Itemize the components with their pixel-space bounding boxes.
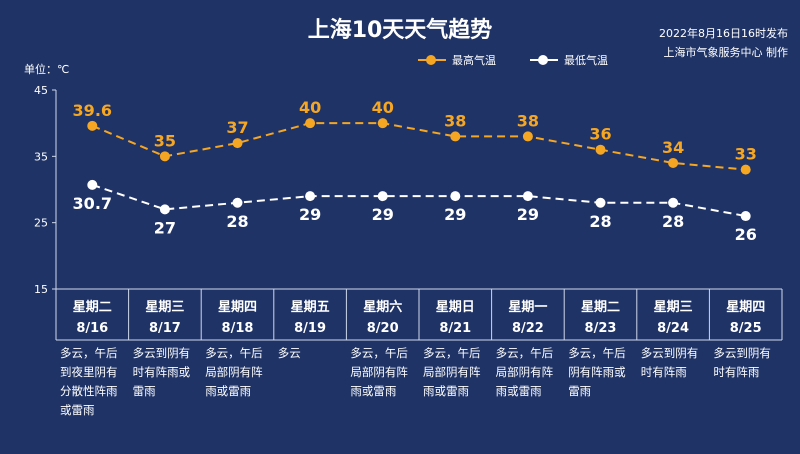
data-point-high — [232, 138, 243, 149]
data-label-high: 38 — [517, 111, 539, 130]
x-tick-date: 8/22 — [512, 321, 544, 336]
data-label-low: 27 — [154, 218, 176, 237]
chart-title: 上海10天天气趋势 — [307, 18, 493, 43]
weather-description: 多云，午后阴有阵雨或雷雨 — [568, 346, 626, 398]
data-label-low: 29 — [299, 205, 321, 224]
x-tick-date: 8/21 — [439, 321, 471, 336]
x-tick-date: 8/16 — [76, 321, 108, 336]
data-point-high — [377, 118, 388, 129]
weather-description: 多云 — [277, 346, 301, 360]
weather-description: 多云，午后局部阴有阵雨或雷雨 — [423, 346, 481, 398]
data-label-high: 40 — [299, 98, 321, 117]
y-tick-label: 45 — [34, 84, 48, 97]
data-label-low: 28 — [662, 212, 684, 231]
x-tick-weekday: 星期四 — [218, 300, 257, 315]
data-label-high: 37 — [226, 118, 248, 137]
weather-description: 多云，午后到夜里阴有分散性阵雨或雷雨 — [60, 346, 118, 417]
data-point-high — [740, 164, 751, 175]
publisher: 上海市气象服务中心 制作 — [663, 46, 789, 59]
data-label-high: 39.6 — [73, 101, 112, 120]
data-label-low: 29 — [372, 205, 394, 224]
data-label-high: 33 — [735, 145, 757, 164]
data-label-low: 30.7 — [73, 194, 112, 213]
data-label-low: 26 — [735, 225, 757, 244]
weather-description: 多云到阴有时有阵雨 — [640, 346, 699, 379]
y-tick-label: 25 — [34, 217, 48, 230]
data-point-high — [305, 118, 316, 129]
x-tick-weekday: 星期日 — [436, 300, 475, 315]
legend-low: 最低气温 — [530, 52, 608, 68]
data-label-low: 29 — [444, 205, 466, 224]
data-point-low — [740, 211, 751, 222]
publish-info: 2022年8月16日16时发布 上海市气象服务中心 制作 — [659, 24, 788, 62]
data-point-high — [595, 144, 606, 155]
legend-low-marker — [530, 55, 558, 65]
data-point-high — [87, 120, 98, 131]
series-line-low — [91, 183, 746, 218]
data-point-low — [377, 191, 388, 202]
legend-high: 最高气温 — [418, 52, 496, 68]
data-point-high — [450, 131, 461, 142]
x-tick-date: 8/20 — [367, 321, 399, 336]
x-tick-weekday: 星期三 — [145, 300, 184, 315]
data-point-low — [522, 191, 533, 202]
legend-low-label: 最低气温 — [564, 54, 608, 67]
data-label-high: 35 — [154, 131, 176, 150]
data-point-low — [595, 197, 606, 208]
data-label-high: 40 — [372, 98, 394, 117]
data-point-high — [522, 131, 533, 142]
legend-high-marker — [418, 55, 446, 65]
data-label-high: 34 — [662, 138, 684, 157]
x-tick-date: 8/23 — [585, 321, 617, 336]
data-point-high — [159, 151, 170, 162]
x-tick-date: 8/24 — [657, 321, 689, 336]
x-tick-date: 8/19 — [294, 321, 326, 336]
y-tick-label: 15 — [34, 283, 48, 296]
weather-description: 多云到阴有时有阵雨 — [713, 346, 771, 379]
data-point-low — [159, 204, 170, 215]
legend-high-label: 最高气温 — [452, 54, 496, 67]
data-label-low: 28 — [589, 212, 611, 231]
data-point-low — [305, 191, 316, 202]
weather-description: 多云，午后局部阴有阵雨或雷雨 — [205, 346, 263, 398]
x-tick-weekday: 星期三 — [654, 300, 693, 315]
data-point-high — [668, 157, 679, 168]
unit-label: 单位：℃ — [24, 63, 70, 76]
x-tick-weekday: 星期一 — [508, 300, 547, 315]
data-label-low: 29 — [517, 205, 539, 224]
x-tick-weekday: 星期六 — [363, 299, 402, 315]
x-tick-date: 8/18 — [222, 321, 254, 336]
x-tick-weekday: 星期四 — [726, 300, 765, 315]
data-point-low — [87, 179, 98, 190]
x-tick-weekday: 星期二 — [581, 300, 620, 315]
x-tick-weekday: 星期二 — [73, 300, 112, 315]
weather-description: 多云，午后局部阴有阵雨或雷雨 — [495, 346, 554, 398]
series-line-high — [91, 122, 746, 171]
data-point-low — [450, 191, 461, 202]
publish-time: 2022年8月16日16时发布 — [659, 27, 788, 40]
data-point-low — [668, 197, 679, 208]
weather-description: 多云到阴有时有阵雨或雷雨 — [132, 346, 191, 398]
data-label-high: 36 — [589, 125, 611, 144]
weather-description: 多云，午后局部阴有阵雨或雷雨 — [350, 346, 408, 398]
x-tick-date: 8/17 — [149, 321, 181, 336]
data-point-low — [232, 197, 243, 208]
data-label-high: 38 — [444, 111, 466, 130]
x-tick-date: 8/25 — [730, 321, 762, 336]
data-label-low: 28 — [226, 212, 248, 231]
x-tick-weekday: 星期五 — [291, 300, 330, 315]
y-tick-label: 35 — [34, 150, 48, 163]
